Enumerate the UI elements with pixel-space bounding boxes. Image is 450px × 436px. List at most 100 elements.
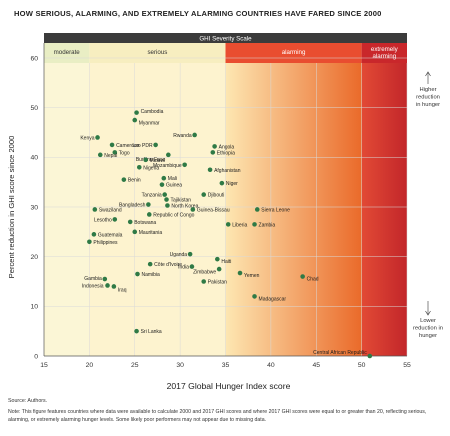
band-label: extremely xyxy=(371,46,399,53)
annotation-lower-reduction: reduction in xyxy=(413,326,443,332)
data-point xyxy=(127,219,133,225)
point-label: Uganda xyxy=(170,252,188,258)
point-label: India xyxy=(178,265,189,271)
data-point xyxy=(97,152,103,158)
point-label: Côte d'Ivoire xyxy=(154,262,182,268)
y-tick-label: 10 xyxy=(30,304,38,311)
point-label: Mauritania xyxy=(139,230,163,236)
data-point xyxy=(143,157,148,163)
point-label: Liberia xyxy=(232,222,247,228)
point-label: Botswana xyxy=(134,220,156,226)
data-point xyxy=(134,110,139,115)
y-tick-label: 40 xyxy=(30,155,38,162)
point-label: Guinea xyxy=(166,183,182,189)
band-label: alarming xyxy=(282,49,306,56)
point-label: Benin xyxy=(128,178,141,184)
x-tick-label: 15 xyxy=(40,362,48,369)
point-label: Indonesia xyxy=(82,283,104,289)
point-label: Malawi xyxy=(150,158,166,164)
data-point xyxy=(182,162,187,168)
data-point xyxy=(153,142,158,148)
band-label: serious xyxy=(147,49,167,56)
y-tick-label: 30 xyxy=(30,204,38,211)
data-point xyxy=(207,167,213,173)
data-point xyxy=(132,229,138,235)
data-point xyxy=(215,256,220,262)
data-point xyxy=(136,164,142,170)
point-label: Chad xyxy=(307,277,319,283)
x-tick-label: 25 xyxy=(131,362,139,369)
x-tick-label: 35 xyxy=(222,362,230,369)
y-tick-label: 60 xyxy=(30,55,38,62)
data-point xyxy=(225,222,231,227)
data-point xyxy=(95,135,100,140)
data-point xyxy=(134,328,139,334)
severity-scale-header xyxy=(44,33,407,43)
point-label: Lesotho xyxy=(94,217,112,223)
point-label: Central African Republic xyxy=(313,350,367,356)
point-label: Sierra Leone xyxy=(261,207,290,213)
point-label: Haiti xyxy=(221,259,231,265)
point-label: Gambia xyxy=(84,276,102,282)
data-point xyxy=(159,182,165,187)
point-label: Philippines xyxy=(93,240,118,246)
point-label: Swaziland xyxy=(99,207,122,213)
point-label: Mozambique xyxy=(153,163,182,169)
data-point xyxy=(121,177,127,182)
point-label: Lao PDR xyxy=(132,143,153,149)
severity-scale-label: GHI Severity Scale xyxy=(199,36,252,43)
annotation-higher-reduction: Higher xyxy=(419,87,436,93)
data-point xyxy=(135,271,140,277)
point-label: Madagascar xyxy=(259,296,287,302)
data-point xyxy=(147,261,153,267)
data-point xyxy=(111,284,117,289)
point-label: Mali xyxy=(168,176,177,182)
point-label: Zambia xyxy=(259,222,276,228)
data-point xyxy=(216,266,222,272)
x-tick-label: 30 xyxy=(176,362,184,369)
y-axis-title: Percent reduction in GHI score since 200… xyxy=(7,136,16,279)
point-label: Togo xyxy=(119,150,130,156)
data-point xyxy=(237,270,243,276)
data-point xyxy=(92,207,98,212)
point-label: Namibia xyxy=(141,272,160,278)
data-point xyxy=(165,203,170,208)
band-label: moderate xyxy=(54,49,81,56)
annotation-lower-reduction: hunger xyxy=(419,333,437,339)
point-label: Myanmar xyxy=(139,121,160,127)
down-arrow-head xyxy=(425,310,431,316)
point-label: Burkina Faso xyxy=(136,157,166,163)
band-area-serious xyxy=(89,63,226,356)
data-point xyxy=(109,142,115,148)
band-area-extremely-alarming xyxy=(361,63,407,356)
data-point xyxy=(102,276,108,282)
footnote: Note: This figure features countries whe… xyxy=(8,409,427,423)
y-tick-label: 0 xyxy=(34,353,38,360)
point-label: Kenya xyxy=(80,135,94,141)
point-label: Niger xyxy=(226,181,238,187)
point-label: Sri Lanka xyxy=(141,329,162,335)
data-point xyxy=(210,150,216,155)
point-label: Republic of Congo xyxy=(153,212,194,218)
data-point xyxy=(187,251,193,257)
x-axis-title: 2017 Global Hunger Index score xyxy=(167,381,291,391)
x-tick-label: 50 xyxy=(358,362,366,369)
point-label: Rwanda xyxy=(173,133,192,139)
point-label: Zimbabwe xyxy=(193,270,216,276)
point-label: Nigeria xyxy=(143,165,159,171)
data-point xyxy=(164,197,169,202)
annotation-lower-reduction: Lower xyxy=(420,318,436,324)
point-label: Ethiopia xyxy=(217,150,235,156)
data-point xyxy=(166,152,171,158)
data-point xyxy=(201,192,207,197)
data-point xyxy=(367,353,373,359)
data-point xyxy=(190,207,196,212)
point-label: Pakistan xyxy=(208,280,227,286)
figure-title: HOW SERIOUS, ALARMING, AND EXTREMELY ALA… xyxy=(14,9,382,18)
data-point xyxy=(112,217,118,222)
data-point xyxy=(112,150,118,155)
data-point xyxy=(300,274,305,279)
data-point xyxy=(161,175,167,181)
data-point xyxy=(201,279,207,284)
